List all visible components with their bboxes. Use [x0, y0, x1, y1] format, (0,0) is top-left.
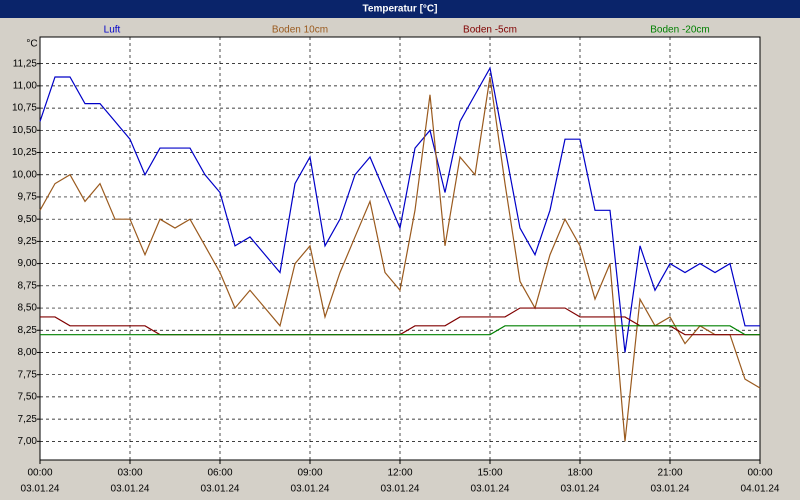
legend-entry: Boden -5cm [463, 25, 517, 36]
y-tick-label: 7,50 [18, 392, 38, 403]
legend-entry: Luft [104, 25, 121, 36]
x-tick-date: 03.01.24 [471, 484, 510, 495]
x-tick-date: 03.01.24 [291, 484, 330, 495]
y-axis-label: °C [26, 39, 37, 50]
y-tick-label: 9,25 [18, 236, 38, 247]
y-tick-label: 10,75 [12, 103, 37, 114]
series-line [40, 325, 760, 336]
legend-entry: Boden 10cm [272, 25, 328, 36]
x-tick-label: 21:00 [657, 468, 682, 479]
series-line [39, 66, 760, 353]
x-tick-date: 03.01.24 [561, 484, 600, 495]
y-tick-label: 8,50 [18, 303, 38, 314]
y-tick-label: 9,50 [18, 214, 38, 225]
x-tick-label: 15:00 [477, 468, 502, 479]
y-tick-label: 8,75 [18, 280, 38, 291]
x-tick-date: 03.01.24 [201, 484, 240, 495]
y-tick-label: 11,00 [13, 81, 38, 92]
y-tick-label: 7,75 [18, 369, 38, 380]
x-tick-date: 04.01.24 [741, 484, 780, 495]
x-tick-label: 12:00 [387, 468, 412, 479]
x-tick-date: 03.01.24 [111, 484, 150, 495]
y-tick-label: 7,00 [18, 436, 38, 447]
y-tick-label: 10,50 [12, 125, 37, 136]
y-tick-label: 8,25 [18, 325, 38, 336]
x-tick-date: 03.01.24 [21, 484, 60, 495]
chart-title: Temperatur [°C] [363, 4, 438, 15]
x-tick-label: 06:00 [207, 468, 232, 479]
x-tick-label: 03:00 [117, 468, 142, 479]
x-tick-label: 00:00 [27, 468, 52, 479]
legend-entry: Boden -20cm [650, 25, 709, 36]
y-tick-label: 9,75 [18, 192, 38, 203]
y-tick-label: 9,00 [18, 258, 38, 269]
x-tick-date: 03.01.24 [381, 484, 420, 495]
y-tick-label: 10,00 [12, 169, 37, 180]
x-tick-label: 18:00 [567, 468, 592, 479]
title-bar [0, 0, 800, 18]
x-tick-label: 00:00 [747, 468, 772, 479]
y-tick-label: 10,25 [12, 147, 37, 158]
x-tick-date: 03.01.24 [651, 484, 690, 495]
y-tick-label: 7,25 [18, 414, 38, 425]
y-tick-label: 11,25 [13, 58, 38, 69]
y-tick-label: 8,00 [18, 347, 38, 358]
x-tick-label: 09:00 [297, 468, 322, 479]
series-line [39, 76, 761, 442]
